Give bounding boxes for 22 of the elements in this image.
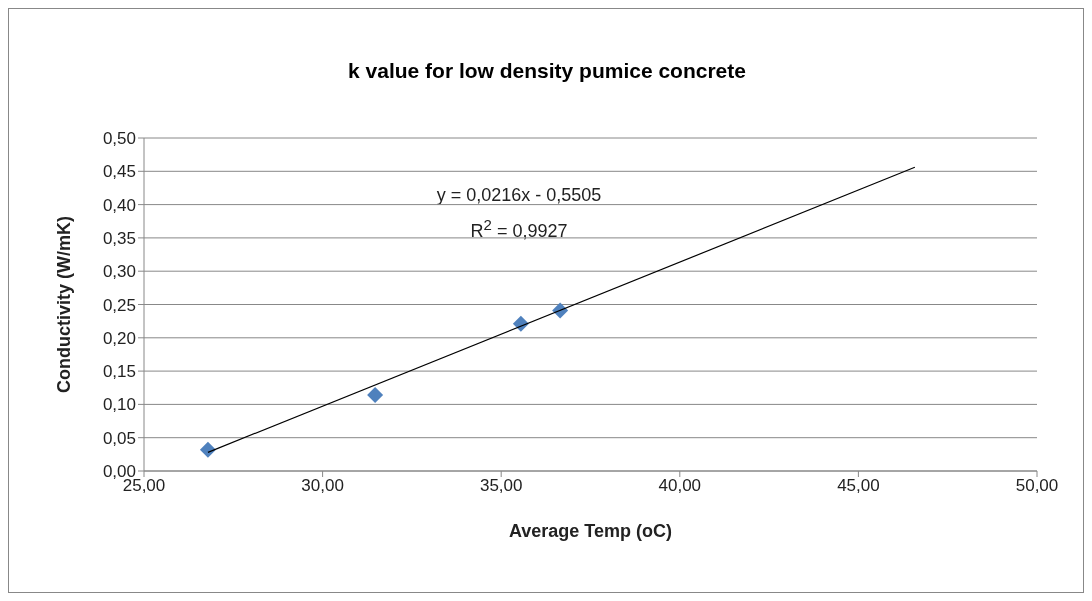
y-tick-label: 0,20 — [102, 328, 136, 348]
y-tick-label: 0,45 — [102, 162, 136, 182]
x-tick-label: 35,00 — [479, 476, 523, 496]
y-tick-label: 0,30 — [102, 262, 136, 282]
point — [367, 387, 384, 404]
x-tick-label: 50,00 — [1015, 476, 1059, 496]
chart-title: k value for low density pumice concrete — [347, 59, 747, 83]
y-tick-label: 0,10 — [102, 395, 136, 415]
y-tick-label: 0,15 — [102, 362, 136, 382]
x-axis-title: Average Temp (oC) — [508, 521, 673, 541]
x-tick-label: 45,00 — [837, 476, 880, 496]
x-tick-label: 40,00 — [658, 476, 702, 496]
x-tick-label: 30,00 — [301, 476, 344, 496]
y-tick-label: 0,50 — [102, 129, 136, 149]
y-axis-title: Conductivity (W/mK) — [54, 216, 75, 393]
y-tick-label: 0,35 — [102, 228, 136, 248]
y-tick-label: 0,25 — [102, 295, 136, 315]
y-tick-label: 0,40 — [102, 195, 136, 215]
y-tick-label: 0,05 — [102, 428, 136, 448]
annotation: y = 0,0216x - 0,5505 — [435, 185, 603, 206]
point — [199, 441, 216, 458]
annotation: R$^{2}$ = 0,9927 — [469, 216, 569, 242]
